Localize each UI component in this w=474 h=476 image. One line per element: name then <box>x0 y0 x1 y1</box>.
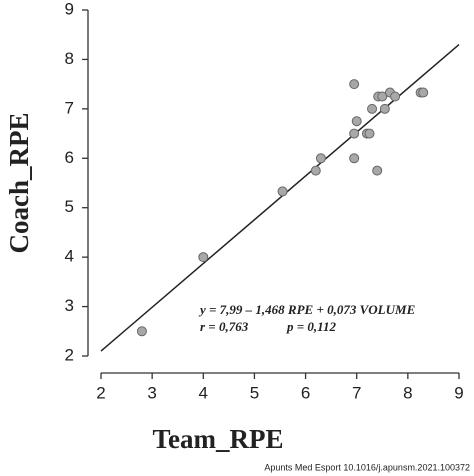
point <box>349 153 360 164</box>
x-tick-label: 3 <box>147 383 156 402</box>
y-tick-label: 4 <box>65 247 74 266</box>
y-tick-label: 9 <box>65 0 74 18</box>
point <box>136 326 147 337</box>
point <box>418 87 429 98</box>
point <box>351 116 362 127</box>
point <box>310 165 321 176</box>
y-tick-label: 8 <box>65 49 74 68</box>
y-tick-label: 7 <box>65 98 74 117</box>
point <box>277 186 288 197</box>
y-tick-label: 3 <box>65 296 74 315</box>
y-tick-label: 6 <box>65 148 74 167</box>
x-tick-label: 2 <box>96 383 105 402</box>
r-value: r = 0,763 <box>200 319 249 334</box>
x-tick-label: 8 <box>403 383 412 402</box>
x-tick-label: 6 <box>301 383 310 402</box>
x-axis-title: Team_RPE <box>152 424 283 454</box>
x-tick-label: 4 <box>199 383 208 402</box>
point <box>372 165 383 176</box>
point <box>390 91 401 102</box>
x-tick-label: 9 <box>454 383 463 402</box>
point <box>349 79 360 90</box>
source: Apunts Med Esport 10.1016/j.apunsm.2021.… <box>264 462 470 472</box>
equation: y = 7,99 – 1,468 RPE + 0,073 VOLUME <box>198 302 416 317</box>
point <box>198 252 209 263</box>
x-tick-label: 5 <box>250 383 259 402</box>
x-tick-label: 7 <box>352 383 361 402</box>
point <box>364 128 375 139</box>
point <box>315 153 326 164</box>
p-value: p = 0,112 <box>286 319 336 334</box>
y-tick-label: 5 <box>65 197 74 216</box>
point <box>349 128 360 139</box>
y-tick-label: 2 <box>65 345 74 364</box>
point <box>367 103 378 114</box>
y-axis-title: Coach_RPE <box>4 113 34 254</box>
point <box>377 91 388 102</box>
point <box>379 103 390 114</box>
